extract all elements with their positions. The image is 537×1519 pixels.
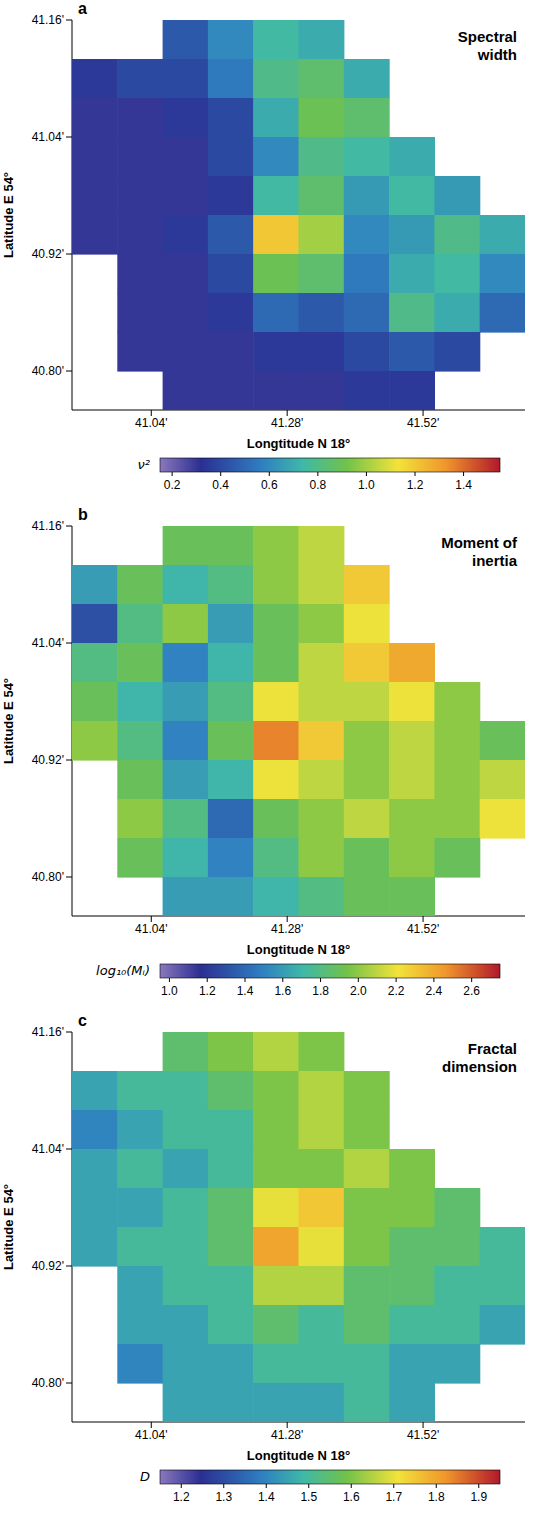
html-text:Moment of: Moment of — [441, 534, 517, 551]
svg-text:1.7: 1.7 — [385, 1490, 402, 1504]
svg-text:1.9: 1.9 — [470, 1490, 487, 1504]
svg-text:40.92': 40.92' — [32, 247, 64, 261]
svg-text:41.52': 41.52' — [407, 416, 439, 430]
svg-text:40.80': 40.80' — [32, 364, 64, 378]
html-text:Spectral: Spectral — [457, 28, 517, 45]
svg-text:1.3: 1.3 — [215, 1490, 232, 1504]
svg-text:40.92': 40.92' — [32, 753, 64, 767]
svg-text:1.6: 1.6 — [274, 984, 291, 998]
svg-text:2.6: 2.6 — [463, 984, 480, 998]
svg-text:Longtitude N 18°: Longtitude N 18° — [247, 942, 350, 957]
svg-text:41.28': 41.28' — [271, 922, 303, 936]
svg-text:41.16': 41.16' — [32, 13, 64, 27]
svg-text:41.52': 41.52' — [407, 1428, 439, 1442]
svg-text:41.04': 41.04' — [32, 130, 64, 144]
svg-text:Latitude E 54°: Latitude E 54° — [1, 678, 16, 764]
html-text:c: c — [78, 1012, 87, 1029]
svg-text:2.0: 2.0 — [350, 984, 367, 998]
svg-text:0.6: 0.6 — [261, 478, 278, 492]
svg-text:Longtitude N 18°: Longtitude N 18° — [247, 436, 350, 451]
svg-text:41.28': 41.28' — [271, 416, 303, 430]
svg-text:1.0: 1.0 — [358, 478, 375, 492]
svg-text:Latitude E 54°: Latitude E 54° — [1, 172, 16, 258]
svg-text:41.16': 41.16' — [32, 1025, 64, 1039]
html-text:width: width — [477, 46, 517, 63]
svg-text:41.16': 41.16' — [32, 519, 64, 533]
svg-text:41.04': 41.04' — [135, 416, 167, 430]
svg-text:1.5: 1.5 — [300, 1490, 317, 1504]
svg-text:log₁₀(Mᵢ): log₁₀(Mᵢ) — [96, 963, 150, 978]
svg-text:1.4: 1.4 — [237, 984, 254, 998]
html-text:inertia: inertia — [472, 552, 517, 569]
svg-text:1.8: 1.8 — [312, 984, 329, 998]
svg-text:0.2: 0.2 — [164, 478, 181, 492]
svg-text:Latitude E 54°: Latitude E 54° — [1, 1184, 16, 1270]
svg-text:40.92': 40.92' — [32, 1259, 64, 1273]
svg-text:2.4: 2.4 — [426, 984, 443, 998]
svg-text:40.80': 40.80' — [32, 1376, 64, 1390]
svg-text:ν²: ν² — [138, 457, 150, 472]
svg-text:41.04': 41.04' — [135, 1428, 167, 1442]
svg-text:40.80': 40.80' — [32, 870, 64, 884]
svg-text:1.8: 1.8 — [428, 1490, 445, 1504]
svg-text:0.8: 0.8 — [310, 478, 327, 492]
svg-text:41.52': 41.52' — [407, 922, 439, 936]
svg-text:41.04': 41.04' — [32, 636, 64, 650]
svg-text:41.04': 41.04' — [135, 922, 167, 936]
html-text:b: b — [78, 506, 88, 523]
svg-text:Longtitude N 18°: Longtitude N 18° — [247, 1448, 350, 1463]
svg-text:1.2: 1.2 — [199, 984, 216, 998]
svg-text:1.0: 1.0 — [161, 984, 178, 998]
html-text:dimension: dimension — [442, 1058, 517, 1075]
html-text:Fractal: Fractal — [467, 1040, 517, 1057]
svg-text:1.4: 1.4 — [455, 478, 472, 492]
svg-text:1.2: 1.2 — [173, 1490, 190, 1504]
html-text:a: a — [78, 0, 87, 17]
svg-text:1.2: 1.2 — [407, 478, 424, 492]
svg-text:2.2: 2.2 — [388, 984, 405, 998]
svg-text:D: D — [140, 1469, 150, 1484]
svg-text:41.28': 41.28' — [271, 1428, 303, 1442]
svg-text:0.4: 0.4 — [212, 478, 229, 492]
svg-text:1.4: 1.4 — [258, 1490, 275, 1504]
svg-text:1.6: 1.6 — [343, 1490, 360, 1504]
svg-text:41.04': 41.04' — [32, 1142, 64, 1156]
